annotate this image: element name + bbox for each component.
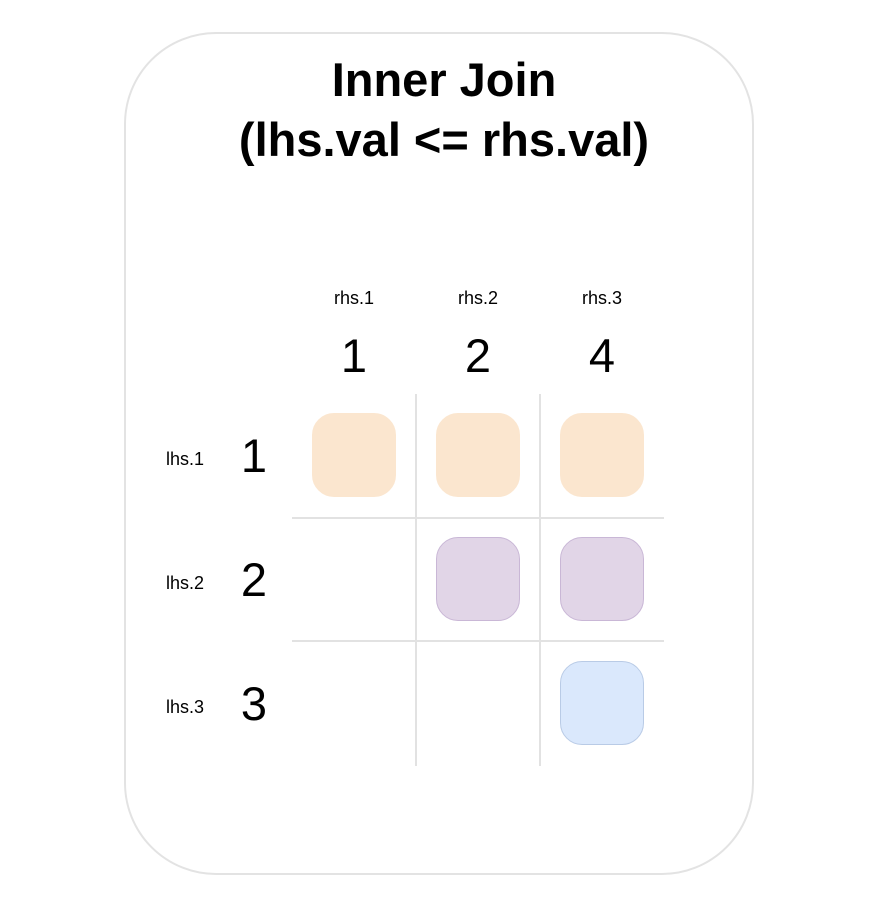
match-cell-lhs2-rhs3 — [560, 537, 644, 621]
row-label-lhs-3: lhs.3 — [165, 697, 205, 717]
match-cell-lhs1-rhs2 — [436, 413, 520, 497]
column-value-rhs-1: 1 — [340, 329, 368, 382]
row-label-lhs-2: lhs.2 — [165, 573, 205, 593]
grid-line-horizontal-2 — [292, 640, 664, 642]
match-cell-lhs2-rhs2 — [436, 537, 520, 621]
match-cell-lhs1-rhs1 — [312, 413, 396, 497]
row-value-lhs-3: 3 — [240, 677, 268, 730]
diagram-title-line-2: (lhs.val <= rhs.val) — [238, 113, 650, 166]
column-label-rhs-3: rhs.3 — [581, 288, 623, 308]
column-label-rhs-1: rhs.1 — [333, 288, 375, 308]
column-value-rhs-2: 2 — [464, 329, 492, 382]
diagram-title-line-1: Inner Join — [331, 53, 557, 106]
match-cell-lhs3-rhs3 — [560, 661, 644, 745]
grid-line-horizontal-1 — [292, 517, 664, 519]
grid-line-vertical-1 — [415, 394, 417, 766]
grid-line-vertical-2 — [539, 394, 541, 766]
row-value-lhs-1: 1 — [240, 429, 268, 482]
column-label-rhs-2: rhs.2 — [457, 288, 499, 308]
row-label-lhs-1: lhs.1 — [165, 449, 205, 469]
row-value-lhs-2: 2 — [240, 553, 268, 606]
column-value-rhs-3: 4 — [588, 329, 616, 382]
match-cell-lhs1-rhs3 — [560, 413, 644, 497]
